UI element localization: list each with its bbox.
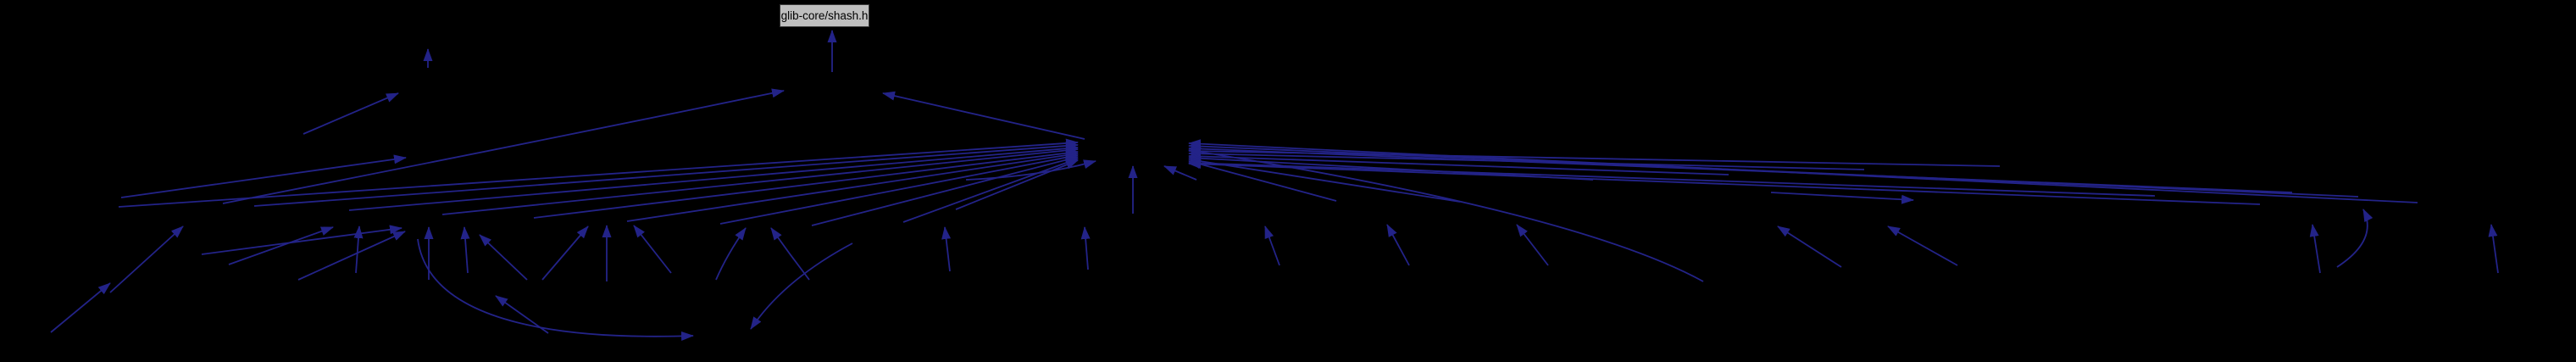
dependency-edge (941, 226, 952, 272)
dependency-edge (118, 138, 1079, 208)
dependency-edge (719, 153, 1079, 225)
dependency-edge (1163, 165, 1197, 181)
dependency-edge (2309, 224, 2321, 274)
dependency-edge (1188, 156, 1461, 203)
dependency-edge (1777, 226, 1842, 268)
dependency-edge (201, 225, 402, 255)
dependency-edge (1188, 151, 1729, 175)
dependency-edge (2336, 209, 2373, 268)
dependency-edge (811, 155, 1079, 226)
dependency-edge (882, 91, 1085, 140)
dependency-edge (902, 158, 1079, 223)
dependency-edge (715, 227, 747, 281)
dependency-edge (348, 143, 1079, 211)
dependency-edge (965, 159, 1096, 181)
dependency-edge (1264, 226, 1280, 266)
dependency-edge (533, 148, 1079, 219)
dependency-edge (50, 282, 111, 333)
dependency-edge (417, 238, 694, 341)
dependency-edge (1188, 159, 2261, 205)
dependency-edge (109, 226, 184, 293)
dependency-edge (479, 234, 528, 281)
dependency-edge (460, 226, 470, 274)
dependency-edge (228, 226, 334, 265)
dependency-edge (1188, 147, 1704, 282)
dependency-edge (1188, 158, 2156, 197)
dependency-edge (541, 226, 589, 281)
root-file-label: glib-core/shash.h (780, 8, 869, 22)
node-root-file[interactable]: glib-core/shash.h (780, 4, 869, 27)
dependency-edge (955, 159, 1079, 210)
dependency-edge (253, 141, 1079, 207)
dependency-edge (120, 154, 407, 198)
dependency-edge (633, 225, 672, 274)
dependency-edge (770, 227, 810, 281)
dependency-edge (1516, 224, 1549, 266)
dependency-edge (626, 150, 1079, 222)
dependency-edge (441, 145, 1079, 215)
dependency-edge (1770, 192, 1914, 204)
dependency-edge (2488, 224, 2499, 274)
dependency-edge (1887, 226, 1958, 266)
dependency-edge (1188, 159, 1337, 202)
dependency-edge (1386, 224, 1410, 266)
dependency-edge (1080, 226, 1091, 270)
dependency-edge (297, 231, 406, 281)
dependency-edge (750, 242, 853, 330)
dependency-edge (303, 92, 399, 135)
dependency-edge (222, 88, 785, 204)
dependency-edge (1188, 139, 2418, 203)
